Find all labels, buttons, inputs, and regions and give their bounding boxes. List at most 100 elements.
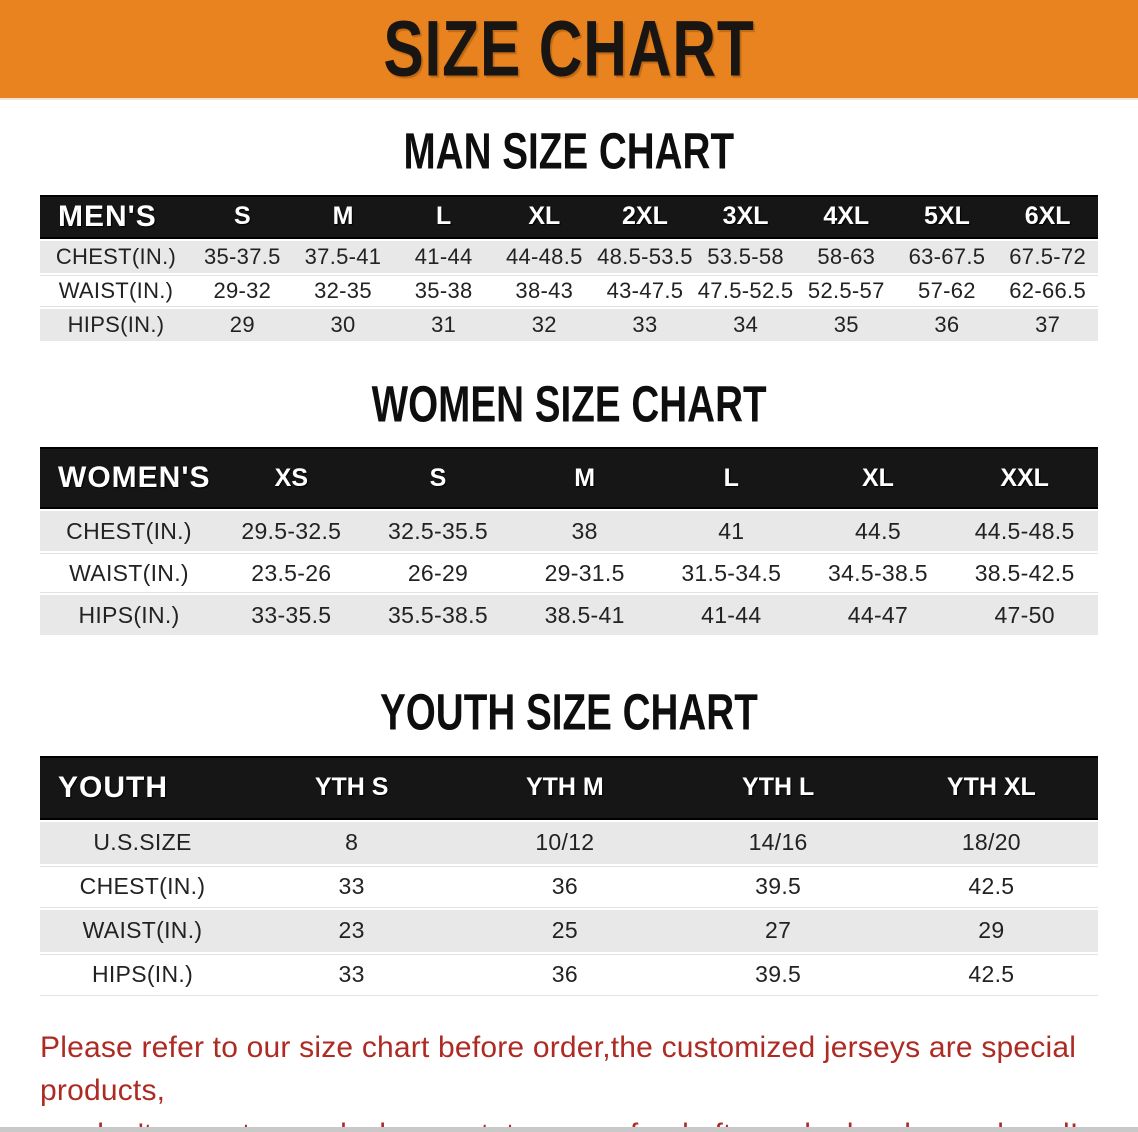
size-column-header: S: [364, 447, 512, 510]
size-table-row: HIPS(IN.) 33-35.5 35.5-38.5 38.5-41 41-44 44-…: [40, 595, 1098, 636]
size-column-header: YTH L: [671, 755, 885, 820]
size-value-cell: 23.5-26: [218, 553, 365, 594]
youth-section-heading: YOUTH SIZE CHART: [0, 683, 1138, 741]
size-table-header-row: YOUTH YTH S YTH M YTH L YTH XL: [40, 755, 1098, 820]
men-section-heading: MAN SIZE CHART: [0, 122, 1138, 180]
size-value-cell: 44-48.5: [493, 240, 595, 273]
men-section-heading-text: MAN SIZE CHART: [403, 122, 735, 180]
size-value-cell: 47-50: [951, 595, 1098, 636]
size-value-cell: 67.5-72: [997, 240, 1098, 273]
size-value-cell: 35: [795, 308, 897, 341]
banner: SIZE CHART: [0, 0, 1138, 100]
size-value-cell: 63-67.5: [896, 240, 998, 273]
size-value-cell: 32.5-35.5: [364, 511, 512, 552]
size-column-header: XL: [804, 447, 952, 510]
size-value-cell: 38.5-42.5: [951, 553, 1098, 594]
size-value-cell: 44-47: [804, 595, 952, 636]
size-value-cell: 23: [245, 909, 459, 952]
size-table-row: HIPS(IN.) 29 30 31 32 33 34 35 36 37: [40, 308, 1098, 341]
size-column-header: XXL: [951, 447, 1098, 510]
measurement-label: CHEST(IN.): [40, 240, 192, 273]
size-value-cell: 48.5-53.5: [594, 240, 696, 273]
youth-size-table: YOUTH YTH S YTH M YTH L YTH XL U.S.SIZE 8 10/12…: [40, 754, 1098, 998]
size-column-header: 4XL: [795, 194, 897, 239]
size-column-header: 3XL: [695, 194, 796, 239]
size-value-cell: 52.5-57: [795, 274, 897, 307]
size-column-header: YTH M: [458, 755, 672, 820]
size-column-header: S: [192, 194, 293, 239]
size-value-cell: 47.5-52.5: [695, 274, 796, 307]
women-size-table: WOMEN'S XS S M L XL XXL CHEST(IN.) 29.5-32.5 32.5…: [40, 445, 1098, 637]
size-value-cell: 44.5-48.5: [951, 511, 1098, 552]
size-value-cell: 41-44: [657, 595, 805, 636]
size-column-header: L: [657, 447, 805, 510]
size-value-cell: 37: [997, 308, 1098, 341]
size-value-cell: 41: [657, 511, 805, 552]
size-table-row: U.S.SIZE 8 10/12 14/16 18/20: [40, 821, 1098, 864]
size-column-header: 2XL: [594, 194, 696, 239]
size-value-cell: 43-47.5: [594, 274, 696, 307]
size-column-header: YTH XL: [884, 755, 1098, 820]
size-value-cell: 33-35.5: [218, 595, 365, 636]
size-value-cell: 38.5-41: [511, 595, 658, 636]
youth-section-heading-text: YOUTH SIZE CHART: [380, 683, 758, 741]
size-value-cell: 30: [292, 308, 394, 341]
size-value-cell: 27: [671, 909, 885, 952]
size-value-cell: 33: [245, 953, 459, 996]
size-table-row: CHEST(IN.) 29.5-32.5 32.5-35.5 38 41 44.5 44.5…: [40, 511, 1098, 552]
men-size-table: MEN'S S M L XL 2XL 3XL 4XL 5XL 6XL CHEST(IN.) 35-37…: [40, 193, 1098, 343]
size-table-header-row: MEN'S S M L XL 2XL 3XL 4XL 5XL 6XL: [40, 194, 1098, 239]
bottom-edge-strip: [0, 1127, 1138, 1132]
size-value-cell: 41-44: [393, 240, 494, 273]
youth-section: YOUTH SIZE CHART YOUTH YTH S YTH M YTH L YTH…: [0, 683, 1138, 998]
size-column-header: 6XL: [997, 194, 1098, 239]
measurement-label: HIPS(IN.): [40, 308, 192, 341]
measurement-label: CHEST(IN.): [40, 865, 245, 908]
size-value-cell: 35-37.5: [192, 240, 293, 273]
size-value-cell: 31: [393, 308, 494, 341]
size-value-cell: 53.5-58: [695, 240, 796, 273]
size-table-row: WAIST(IN.) 23 25 27 29: [40, 909, 1098, 952]
size-value-cell: 35.5-38.5: [364, 595, 512, 636]
banner-title: SIZE CHART: [383, 4, 755, 93]
size-value-cell: 25: [458, 909, 672, 952]
size-table-group-label: YOUTH: [40, 755, 245, 820]
measurement-label: U.S.SIZE: [40, 821, 245, 864]
size-value-cell: 39.5: [671, 953, 885, 996]
size-value-cell: 29.5-32.5: [218, 511, 365, 552]
size-table-group-label: WOMEN'S: [40, 447, 218, 510]
size-value-cell: 37.5-41: [292, 240, 394, 273]
order-notice-line-1: Please refer to our size chart before or…: [40, 1030, 1077, 1108]
women-section-heading-text: WOMEN SIZE CHART: [371, 374, 767, 433]
size-value-cell: 36: [458, 865, 672, 908]
women-section: WOMEN SIZE CHART WOMEN'S XS S M L XL XXL CHEST(…: [0, 374, 1138, 638]
size-value-cell: 58-63: [795, 240, 897, 273]
size-value-cell: 42.5: [884, 953, 1098, 996]
size-value-cell: 62-66.5: [997, 274, 1098, 307]
size-value-cell: 42.5: [884, 865, 1098, 908]
size-table-row: WAIST(IN.) 29-32 32-35 35-38 38-43 43-47.5 47.…: [40, 274, 1098, 307]
size-value-cell: 44.5: [804, 511, 952, 552]
size-value-cell: 35-38: [393, 274, 494, 307]
size-value-cell: 57-62: [896, 274, 998, 307]
size-value-cell: 32-35: [292, 274, 394, 307]
size-value-cell: 26-29: [364, 553, 512, 594]
size-column-header: XS: [218, 447, 365, 510]
size-table-header-row: WOMEN'S XS S M L XL XXL: [40, 447, 1098, 510]
size-value-cell: 39.5: [671, 865, 885, 908]
men-section: MAN SIZE CHART MEN'S S M L XL 2XL 3XL 4XL 5XL 6XL…: [0, 122, 1138, 343]
size-value-cell: 14/16: [671, 821, 885, 864]
size-column-header: YTH S: [245, 755, 459, 820]
size-table-group-label: MEN'S: [40, 194, 192, 239]
size-value-cell: 36: [458, 953, 672, 996]
size-table-row: CHEST(IN.) 35-37.5 37.5-41 41-44 44-48.5 48.5…: [40, 240, 1098, 273]
measurement-label: WAIST(IN.): [40, 274, 192, 307]
measurement-label: WAIST(IN.): [40, 553, 218, 594]
size-value-cell: 33: [594, 308, 696, 341]
measurement-label: HIPS(IN.): [40, 595, 218, 636]
measurement-label: CHEST(IN.): [40, 511, 218, 552]
size-value-cell: 33: [245, 865, 459, 908]
women-section-heading: WOMEN SIZE CHART: [0, 374, 1138, 433]
size-value-cell: 29-31.5: [511, 553, 658, 594]
size-value-cell: 10/12: [458, 821, 672, 864]
